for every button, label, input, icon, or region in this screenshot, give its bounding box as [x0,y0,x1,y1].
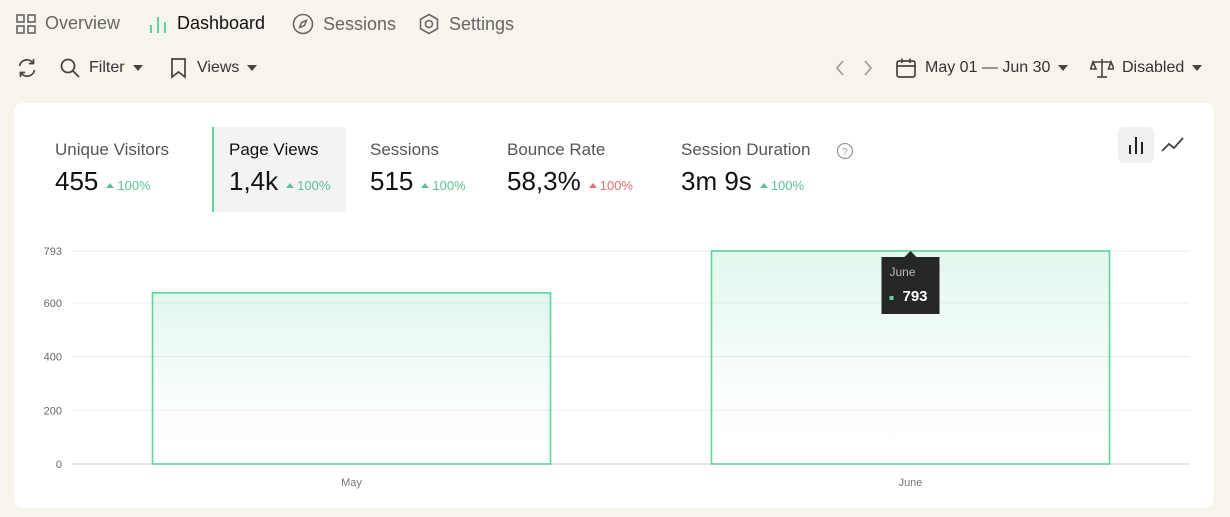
y-tick-label: 793 [44,246,62,258]
metric-label: Unique Visitors [55,140,170,159]
metric-value: 58,3% [507,166,581,196]
caret [1058,65,1069,71]
caret [247,65,258,71]
tab-label: Dashboard [177,13,266,33]
tab-sessions[interactable]: Sessions [292,13,396,35]
metric-tab[interactable]: Page Views 1,4k 100% [212,127,346,212]
refresh-button[interactable] [16,57,38,79]
metric-change: 100% [589,178,633,193]
caret [1192,65,1203,71]
y-tick-label: 200 [44,405,62,417]
svg-text:?: ? [842,147,848,158]
metric-tab[interactable]: Sessions 515 100% [355,127,485,212]
metric-tab[interactable]: Bounce Rate 58,3% 100% [492,127,652,212]
metric-tab[interactable]: Unique Visitors 455 100% [40,127,205,212]
date-range-label: May 01 — Jun 30 [925,59,1051,76]
views-label: Views [197,59,240,76]
metric-row: 455 100% [55,166,205,197]
caret [132,65,143,71]
calendar-icon [896,58,916,78]
tab-dashboard[interactable]: Dashboard [148,13,265,34]
comparison-button[interactable]: Disabled [1090,57,1203,79]
compass-icon [292,13,314,35]
metric-value: 3m 9s [681,166,752,196]
chart: 0 200 400 600 793 May June June 793 [44,246,1190,489]
y-tick-label: 400 [44,352,62,364]
tab-label: Sessions [323,13,397,34]
tooltip-category: June [890,265,916,279]
metric-change: 100% [286,178,330,193]
metric-label: Page Views [229,140,319,159]
search-icon [60,58,80,78]
help-icon: ? [836,142,854,160]
comparison-label: Disabled [1122,59,1185,76]
bar-icon [1129,137,1143,154]
y-tick-label: 600 [44,298,62,310]
bar [151,292,552,465]
metric-change: 100% [760,178,804,193]
metric-value: 515 [370,166,414,196]
tooltip-value: 793 [903,288,928,305]
y-tick-label: 0 [56,459,62,471]
tab-settings[interactable]: Settings [418,13,514,35]
metric-row: 515 100% [370,166,485,197]
metric-value: 1,4k [229,166,279,196]
metric-value: 455 [55,166,99,196]
refresh-icon [18,59,36,77]
tooltip-box [881,251,940,314]
bar-chart-toggle[interactable] [1118,127,1154,163]
metric-row: 58,3% 100% [507,166,652,197]
scale-icon [1090,59,1114,78]
chart-icon [150,16,166,33]
date-nav [832,57,882,79]
x-tick-label: May [341,477,362,489]
tab-label: Overview [45,13,121,33]
tab-label: Settings [449,13,515,34]
metric-change: 100% [421,178,465,193]
line-icon [1161,137,1184,152]
date-range-button[interactable]: May 01 — Jun 30 [895,57,1069,79]
metric-row: 1,4k 100% [229,166,346,197]
line-chart-toggle[interactable] [1158,127,1194,163]
metric-label: Bounce Rate [507,140,606,159]
bookmark-icon [171,58,186,79]
metric-tab[interactable]: Session Duration 3m 9s 100% [666,127,866,212]
filter-label: Filter [89,59,125,76]
metric-label: Sessions [370,140,439,159]
gear-icon [419,13,439,35]
prev-next-icons[interactable] [832,57,882,79]
x-tick-label: June [899,477,923,489]
tooltip-swatch [889,296,894,300]
grid-icon [16,13,36,34]
filter-button[interactable]: Filter [59,57,143,79]
views-button[interactable]: Views [169,57,258,79]
metric-label: Session Duration [681,140,811,159]
tab-overview[interactable]: Overview [16,13,120,34]
metric-row: 3m 9s 100% [681,166,866,197]
metric-change: 100% [106,178,150,193]
